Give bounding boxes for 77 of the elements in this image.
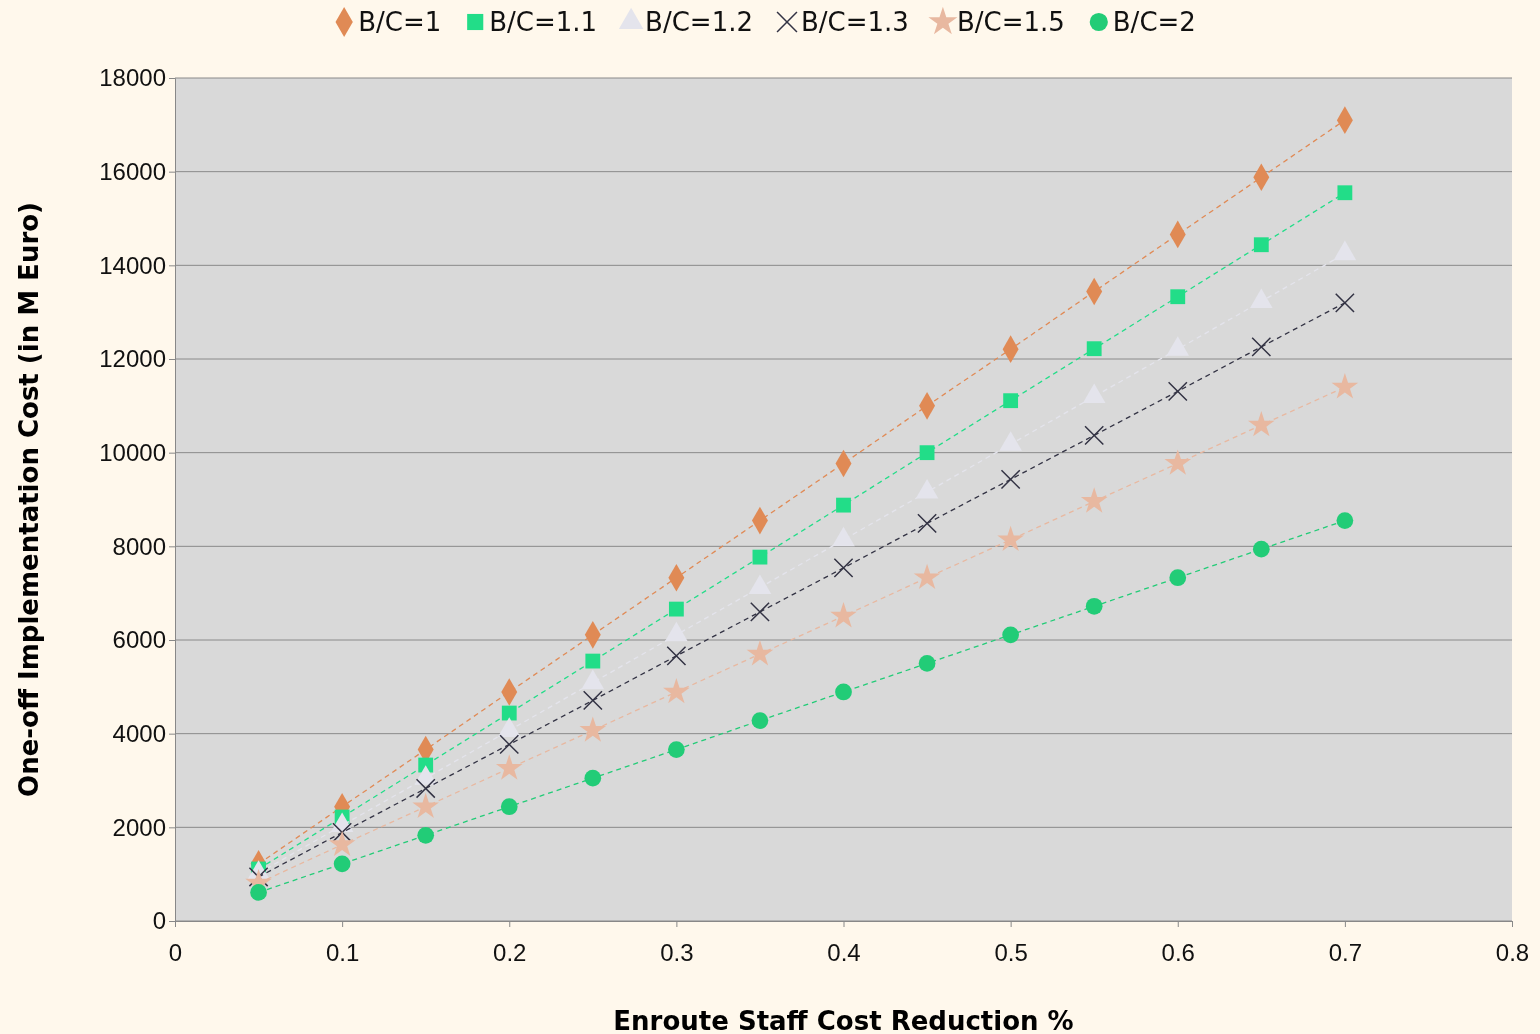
point: [1084, 425, 1105, 446]
x-tick-label: 0.1: [325, 939, 360, 967]
point: [836, 497, 851, 513]
y-tick-label: 10000: [99, 438, 166, 466]
point: [1170, 289, 1186, 305]
point: [668, 601, 684, 617]
point: [412, 792, 439, 819]
point: [584, 769, 602, 787]
point: [830, 602, 857, 628]
point: [746, 640, 774, 666]
point: [1331, 373, 1359, 399]
point: [417, 826, 435, 844]
legend-label: B/C=1: [358, 7, 442, 37]
point: [1334, 292, 1355, 313]
y-tick-label: 2000: [112, 813, 166, 841]
x-tick-label: 0.6: [1161, 939, 1195, 967]
point: [582, 690, 603, 711]
x-tick-label: 0.3: [660, 939, 694, 967]
point: [997, 525, 1024, 552]
legend-label: B/C=1.5: [956, 7, 1065, 37]
point: [1248, 411, 1275, 437]
point: [1085, 597, 1103, 615]
x-tick-label: 0.2: [493, 939, 527, 967]
point: [833, 557, 854, 578]
point: [495, 754, 523, 780]
point: [501, 705, 517, 721]
point: [1167, 381, 1188, 402]
x-tick-label: 0: [168, 939, 183, 967]
point: [1000, 469, 1021, 490]
point: [918, 655, 936, 672]
y-tick-label: 8000: [112, 532, 166, 560]
point: [752, 549, 768, 565]
x-axis-title: Enroute Staff Cost Reduction %: [613, 1006, 1074, 1034]
point: [913, 563, 941, 590]
point: [500, 798, 518, 816]
x-tick-label: 0.8: [1495, 939, 1530, 967]
y-axis-title: One-off Implementation Cost (in M Euro): [14, 202, 44, 797]
y-tick-label: 4000: [112, 719, 166, 747]
point: [1086, 341, 1102, 357]
point: [1336, 512, 1354, 529]
point: [1164, 449, 1192, 475]
point: [579, 716, 607, 742]
point: [663, 677, 690, 704]
y-tick-label: 16000: [99, 157, 166, 185]
y-tick-label: 12000: [99, 345, 166, 373]
point: [751, 712, 769, 729]
point: [250, 884, 267, 901]
point: [1003, 393, 1019, 409]
x-tick-label: 0.7: [1328, 939, 1363, 967]
point: [835, 683, 852, 701]
legend-label: B/C=1.1: [489, 7, 598, 37]
point: [919, 445, 935, 461]
point: [1337, 185, 1353, 201]
point: [750, 602, 770, 622]
y-tick-label: 14000: [99, 251, 166, 279]
point: [1169, 569, 1187, 587]
point: [499, 734, 520, 755]
point: [666, 646, 687, 666]
x-tick-label: 0.4: [827, 939, 861, 967]
point: [1252, 540, 1270, 558]
legend-label: B/C=2: [1112, 7, 1196, 37]
point: [1002, 626, 1019, 644]
point: [415, 778, 436, 799]
point: [585, 653, 601, 669]
legend-label: B/C=1.3: [801, 7, 909, 37]
point: [333, 855, 351, 873]
point: [917, 513, 937, 534]
point: [328, 830, 356, 856]
y-tick-label: 0: [152, 907, 166, 935]
point: [1251, 336, 1272, 357]
point: [668, 741, 685, 758]
point: [1080, 487, 1108, 513]
legend-label: B/C=1.2: [645, 7, 753, 37]
point: [1253, 237, 1269, 253]
x-tick-label: 0.5: [994, 939, 1028, 967]
y-tick-label: 18000: [99, 64, 166, 92]
y-tick-label: 6000: [112, 626, 166, 654]
